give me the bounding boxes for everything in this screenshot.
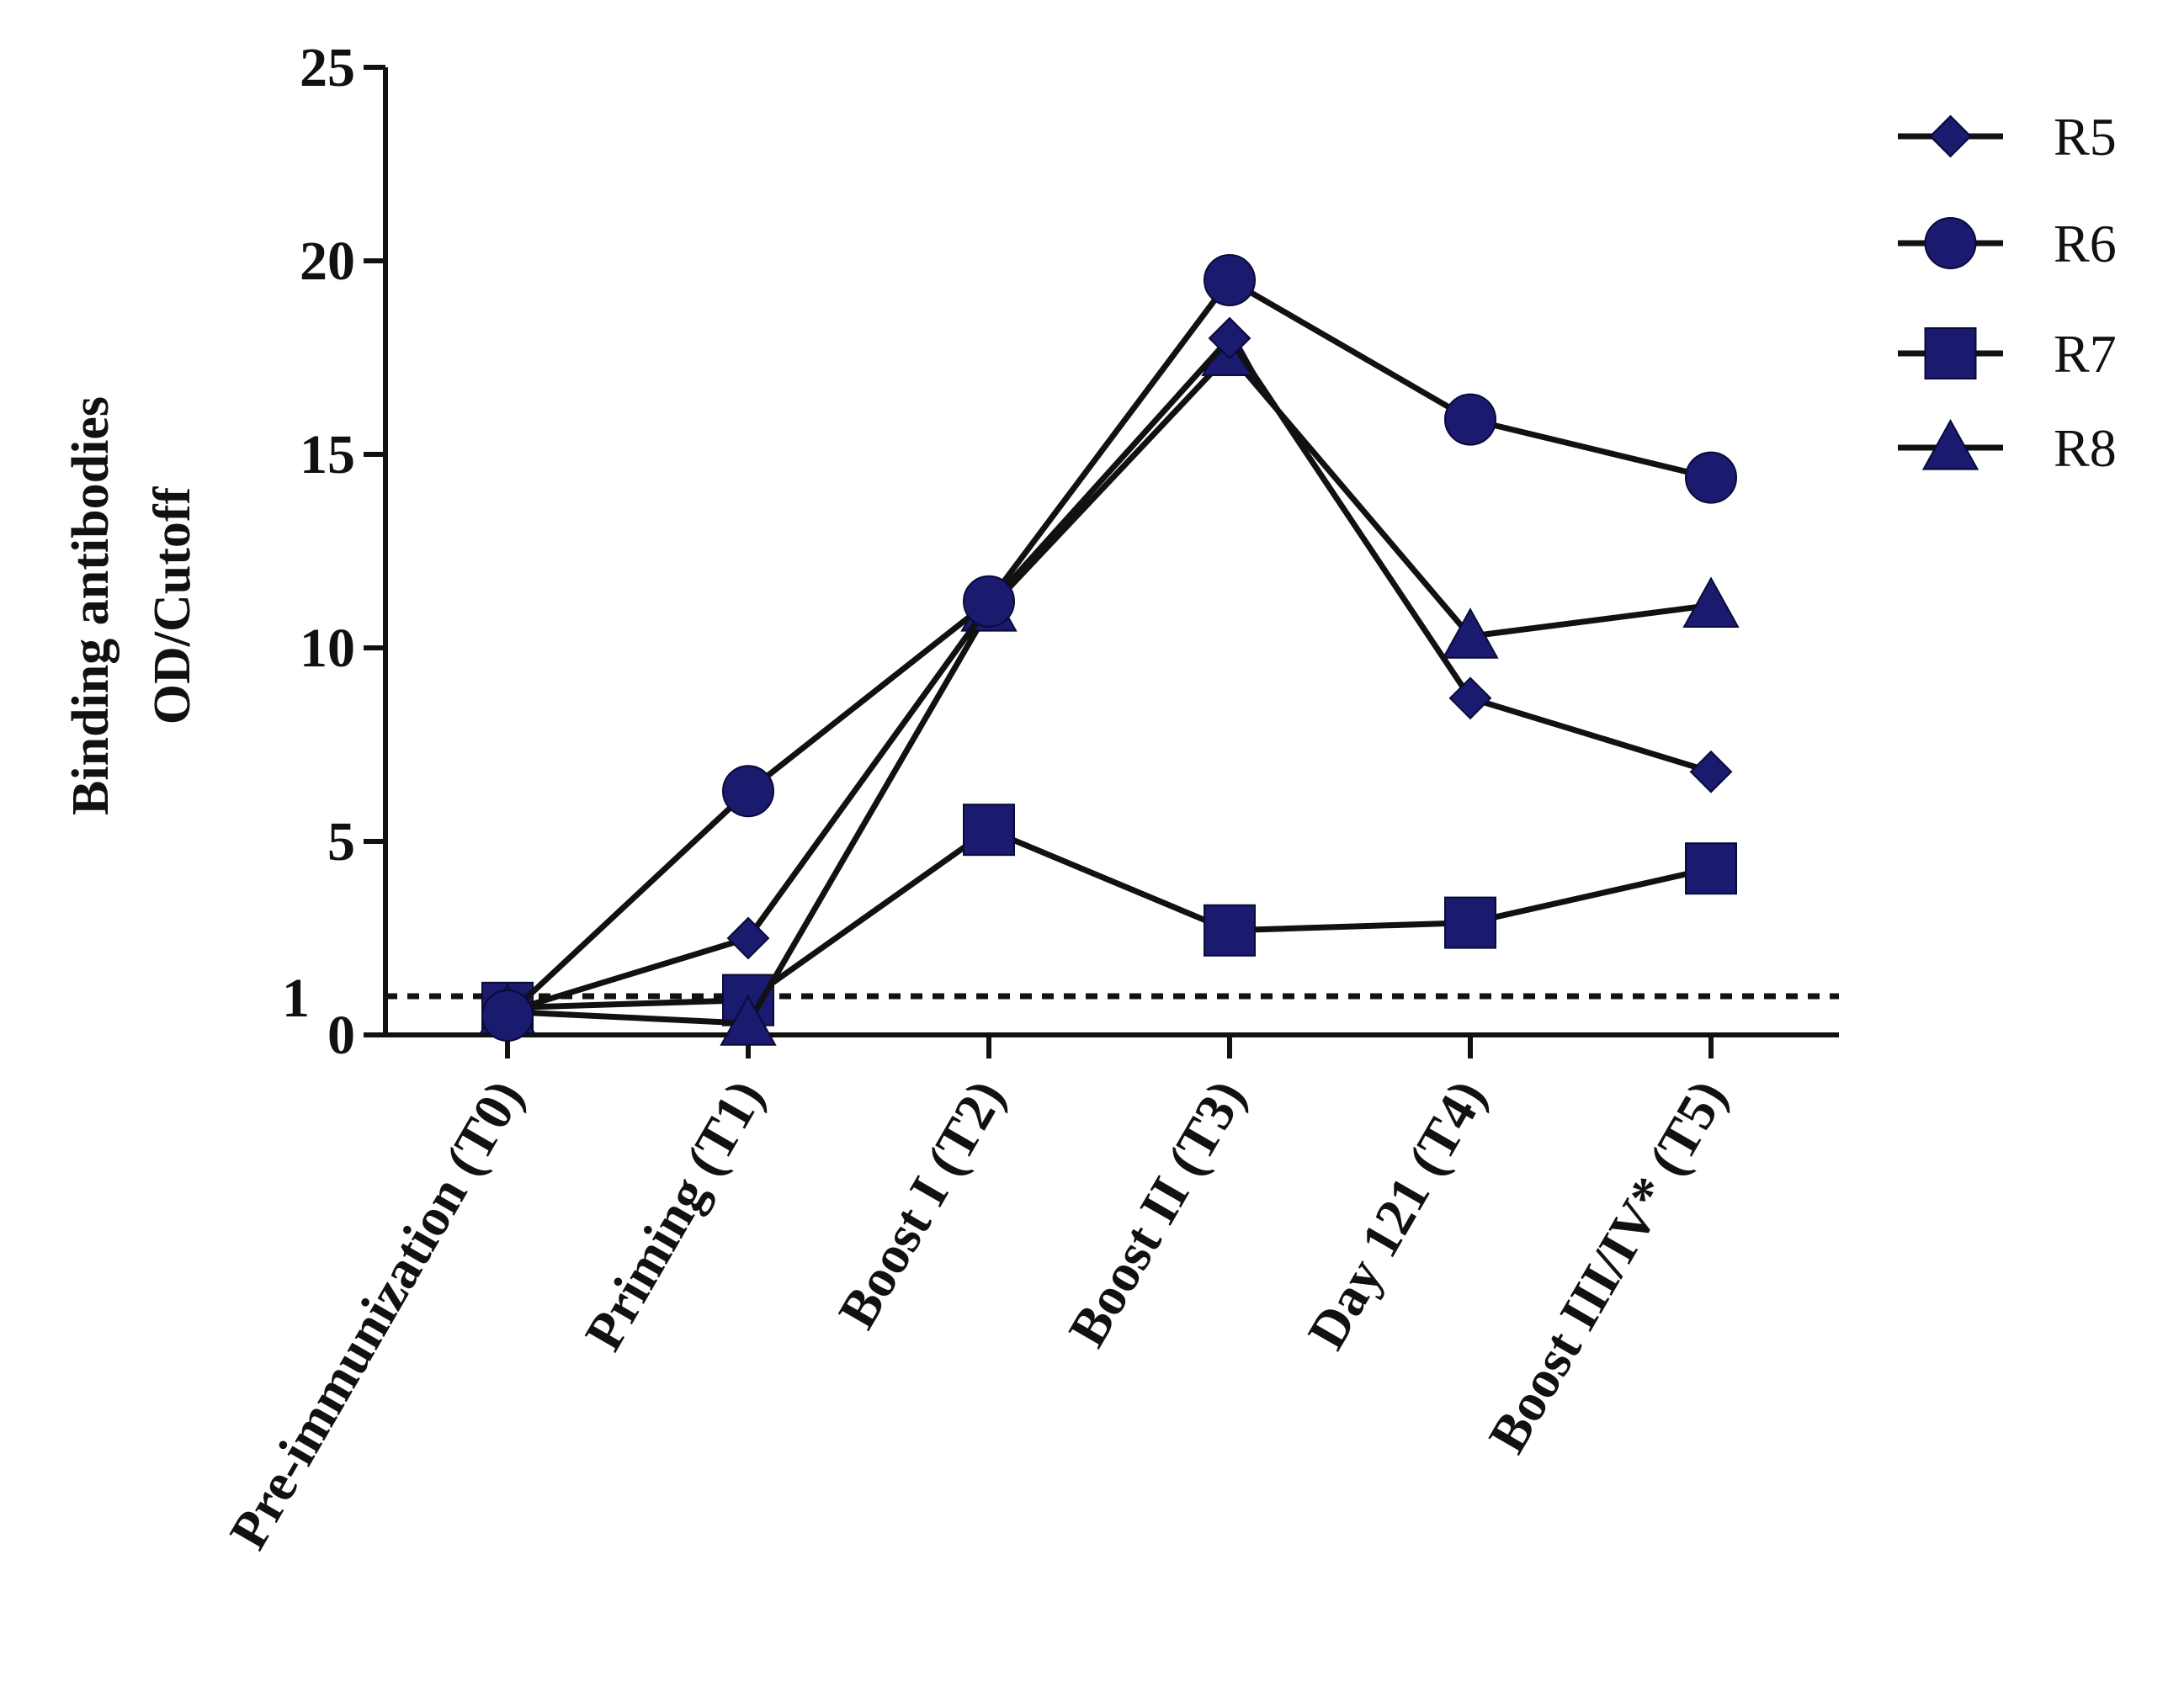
- data-point-r5: [1448, 676, 1492, 720]
- x-category-label: Boost II (T3): [1057, 1070, 1257, 1356]
- reference-line-label: 1: [282, 968, 310, 1029]
- legend-circle-marker: [1924, 217, 1977, 269]
- legend-label: R6: [2054, 214, 2117, 273]
- legend-label: R5: [2054, 107, 2117, 167]
- legend-label: R8: [2054, 418, 2117, 478]
- legend-item-r6: R6: [1898, 214, 2117, 273]
- series-line-r6: [505, 277, 1712, 1018]
- x-category-label: Day 121 (T4): [1296, 1070, 1497, 1359]
- y-tick-label: 25: [300, 37, 355, 98]
- data-point-r5: [726, 916, 770, 960]
- data-point-r6: [722, 765, 774, 818]
- legend-triangle-marker: [1921, 418, 1979, 470]
- data-point-r5: [1208, 316, 1251, 360]
- data-point-r7: [1204, 904, 1256, 957]
- series-r8: [479, 325, 1740, 1046]
- legend-item-r5: R5: [1898, 107, 2117, 167]
- y-tick-label: 10: [300, 618, 355, 679]
- legend-label: R7: [2054, 324, 2117, 384]
- data-point-r6: [1204, 254, 1256, 306]
- series-line-r8: [507, 350, 1712, 1027]
- legend-item-r7: R7: [1898, 324, 2117, 384]
- x-category-label: Boost III/IV* (T5): [1477, 1070, 1738, 1463]
- data-point-r6: [1444, 393, 1496, 446]
- x-category-label: Priming (T1): [573, 1070, 775, 1361]
- series-r5: [486, 316, 1733, 1033]
- legend-item-r8: R8: [1898, 418, 2117, 478]
- reference-line-group: 1: [282, 968, 1839, 1029]
- data-point-r7: [1444, 896, 1496, 949]
- y-tick-label: 0: [327, 1005, 355, 1066]
- x-category-label: Boost I (T2): [826, 1070, 1016, 1339]
- y-tick-label: 20: [300, 231, 355, 292]
- y-axis-title: Binding antibodies OD/Cutoff: [62, 396, 201, 815]
- legend: R5 R6 R7 R8: [1898, 107, 2117, 478]
- series-line-r7: [507, 826, 1712, 1011]
- legend-square-marker: [1924, 327, 1977, 379]
- data-point-r6: [963, 575, 1015, 628]
- y-axis-title-line-2: OD/Cutoff: [144, 485, 201, 724]
- data-point-r6: [481, 989, 534, 1042]
- x-category-label: Pre-immunization (T0): [218, 1070, 534, 1559]
- data-point-r7: [963, 804, 1015, 857]
- data-point-r5: [1689, 750, 1733, 793]
- series-group: [479, 254, 1740, 1046]
- data-point-r8: [720, 995, 777, 1046]
- data-point-r8: [1442, 607, 1499, 659]
- legend-diamond-marker: [1929, 114, 1972, 158]
- series-r6: [481, 254, 1737, 1042]
- data-point-r8: [1682, 576, 1740, 628]
- y-tick-label: 15: [300, 424, 355, 485]
- data-point-r7: [1685, 842, 1737, 895]
- data-point-r6: [1685, 451, 1737, 504]
- y-axis-title-line-1: Binding antibodies: [62, 396, 120, 815]
- axes: 0 5 10 15 20 25 Pre-immunization (T0) Priming (…: [218, 37, 1839, 1558]
- y-tick-label: 5: [327, 811, 355, 873]
- series-line-r5: [506, 335, 1713, 1015]
